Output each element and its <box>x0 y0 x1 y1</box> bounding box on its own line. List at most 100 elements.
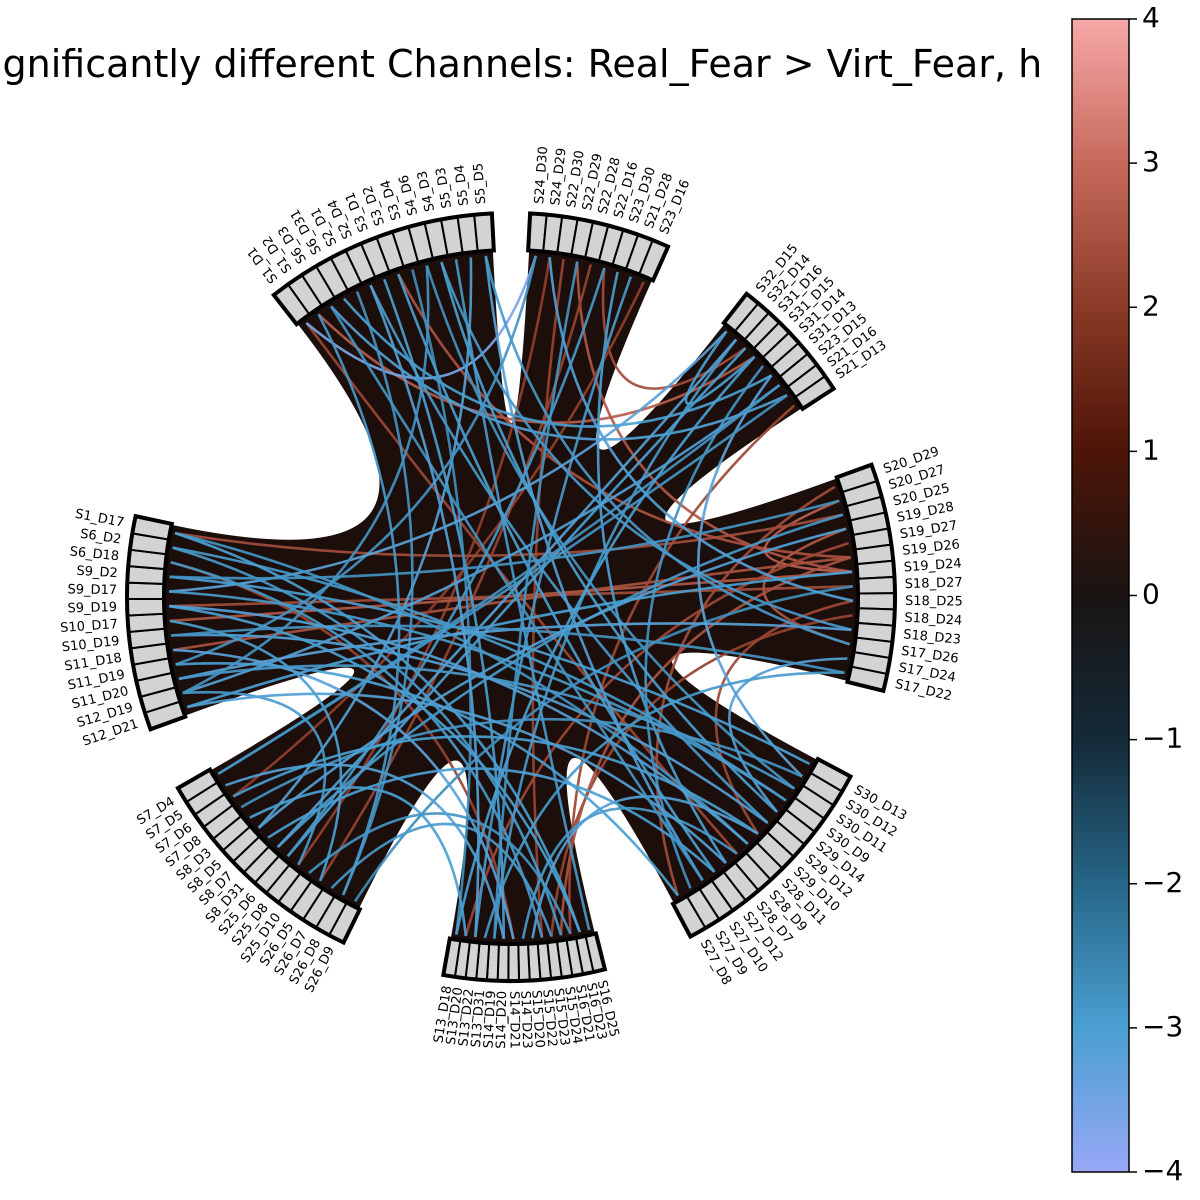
link-s5-d5-to-s27-d10 <box>484 255 704 881</box>
link-s3-d2-to-s19-d26 <box>397 273 851 559</box>
node-group-6 <box>441 931 608 983</box>
node-label-s15-d23: S15_D23 <box>550 987 572 1046</box>
node-group-7 <box>175 766 363 946</box>
node-label-s10-d17: S10_D17 <box>60 617 119 636</box>
link-s19-d27-to-s13-d20 <box>464 541 850 937</box>
node-s23-d16 <box>638 239 669 281</box>
node-s1-d17 <box>132 516 172 541</box>
node-label-s18-d23: S18_D23 <box>902 627 961 647</box>
colorbar-tick-label: 0 <box>1142 578 1160 611</box>
link-s24-d30-to-s11-d19 <box>175 255 538 666</box>
node-s27-d8 <box>673 895 707 937</box>
link-s19-d28-to-s8-d5 <box>257 527 847 829</box>
link-s7-d4-to-s23-d15 <box>217 384 781 775</box>
link-s13-d22-to-s2-d4 <box>369 284 480 938</box>
node-label-s14-d20: S14_D20 <box>494 991 510 1049</box>
node-label-s18-d25: S18_D25 <box>905 594 963 610</box>
node-group-8 <box>125 513 188 732</box>
link-s13-d20-to-s8-d3 <box>249 786 468 937</box>
link-s19-d24-to-s12-d21 <box>186 570 853 709</box>
node-group-2 <box>526 211 671 284</box>
colorbar-tick-label: 3 <box>1142 145 1160 178</box>
node-ring <box>125 211 897 983</box>
node-group-3 <box>721 290 837 412</box>
colorbar-tick-label: −3 <box>1142 1010 1183 1043</box>
node-label-s19-d24: S19_D24 <box>903 556 962 575</box>
link-s15-d23-to-s26-d7 <box>330 822 553 938</box>
link-s30-d12-to-s7-d8 <box>240 717 803 809</box>
link-s11-d20-to-s30-d11 <box>178 664 795 790</box>
link-s7-d6-to-s29-d10 <box>232 735 759 835</box>
colorbar-body <box>1071 18 1130 1173</box>
colorbar-tick-label: −1 <box>1142 722 1183 755</box>
colorbar-ticks: 4 3 2 1 0 −1 −2 −3 −4 <box>1129 1 1183 1187</box>
node-label-s13-d31: S13_D31 <box>469 989 488 1048</box>
node-label-s13-d22: S13_D22 <box>456 988 477 1047</box>
node-label-s18-d24: S18_D24 <box>904 611 963 629</box>
link-s1-d1-to-s24-d30 <box>305 255 538 380</box>
link-s9-d17-to-s30-d9 <box>168 590 787 802</box>
link-s26-d8-to-s1-d2 <box>317 313 401 896</box>
link-s12-d21-to-s28-d7 <box>186 692 727 865</box>
node-label-s15-d22: S15_D22 <box>539 989 559 1048</box>
node-label-s5-d5: S5_D5 <box>471 162 489 204</box>
link-s10-d19-to-s17-d22 <box>171 624 845 674</box>
link-s30-d9-to-s6-d2 <box>172 546 787 802</box>
node-s14-d21 <box>507 943 521 982</box>
link-s4-d3-to-s18-d23 <box>440 261 852 632</box>
link-s27-d10-to-s6-d3 <box>329 305 704 882</box>
node-s18-d25 <box>857 592 895 611</box>
node-label-s6-d2: S6_D2 <box>79 527 122 548</box>
colorbar-tick-label: 4 <box>1142 1 1160 34</box>
link-s8-d31-to-s32-d14 <box>276 338 738 848</box>
node-labels: S1_D1S1_D2S6_D3S6_D31S2_D1S2_D4S3_D1S3_D… <box>60 146 963 1049</box>
link-s3-d2-to-s27-d12 <box>396 273 716 873</box>
link-s32-d15-to-s31-d15 <box>684 330 756 406</box>
link-s26-d5-to-s10-d17 <box>169 619 343 882</box>
link-s30-d13-to-s9-d2 <box>169 575 811 766</box>
link-s9-d19-to-s18-d27 <box>169 585 853 608</box>
node-label-s6-d18: S6_D18 <box>69 544 120 564</box>
node-s10-d17 <box>127 612 166 634</box>
colorbar-tick-label: −4 <box>1142 1154 1183 1187</box>
node-label-s9-d17: S9_D17 <box>67 582 117 598</box>
colorbar-tick-label: 2 <box>1142 289 1160 322</box>
node-label-s24-d30: S24_D30 <box>532 146 551 205</box>
link-s9-d19-to-s28-d11 <box>169 604 749 845</box>
link-s14-d21-to-s11-d18 <box>173 648 515 940</box>
link-s31-d16-to-s25-d6 <box>286 347 747 858</box>
link-s6-d2-to-s15-d24 <box>172 546 563 936</box>
link-s17-d22-to-s13-d31 <box>483 671 845 939</box>
colorbar-tick-label: −2 <box>1142 866 1183 899</box>
node-s19-d24 <box>856 559 895 580</box>
node-group-5 <box>670 756 854 940</box>
connection-links <box>168 255 854 940</box>
node-label-s9-d19: S9_D19 <box>67 600 117 616</box>
node-s18-d27 <box>857 575 895 595</box>
link-s20-d27-to-s9-d2 <box>169 499 840 580</box>
node-label-s15-d20: S15_D20 <box>528 990 547 1049</box>
node-s13-d18 <box>443 938 462 978</box>
link-s6-d18-to-s14-d21 <box>170 560 515 940</box>
link-s4-d6-to-s12-d19 <box>182 265 430 695</box>
link-s22-d16-to-s25-d6 <box>286 267 606 858</box>
chart-title: Significantly different Channels: Real_F… <box>0 42 1042 86</box>
node-s5-d5 <box>473 213 494 252</box>
link-s2-d1-to-s26-d8 <box>341 291 414 896</box>
node-label-s19-d26: S19_D26 <box>902 537 961 559</box>
colorbar: 4 3 2 1 0 −1 −2 −3 −4 <box>1071 1 1183 1187</box>
node-label-s18-d27: S18_D27 <box>905 575 963 592</box>
node-label-s14-d21: S14_D21 <box>506 991 521 1049</box>
link-s27-d12-to-s8-d7 <box>267 767 716 873</box>
link-s24-d29-to-s18-d25 <box>548 257 854 603</box>
node-s14-d23 <box>517 943 531 981</box>
node-label-s5-d3: S5_D3 <box>434 166 455 209</box>
node-label-s9-d2: S9_D2 <box>76 564 118 581</box>
node-s17-d22 <box>847 665 888 691</box>
link-s22-d28-to-s26-d5 <box>319 264 593 882</box>
link-s21-d28-to-s13-d22 <box>474 276 633 938</box>
link-s22-d29-to-s14-d19 <box>493 261 579 939</box>
node-label-s24-d29: S24_D29 <box>548 147 569 206</box>
colorbar-tick-label: 1 <box>1142 433 1160 466</box>
